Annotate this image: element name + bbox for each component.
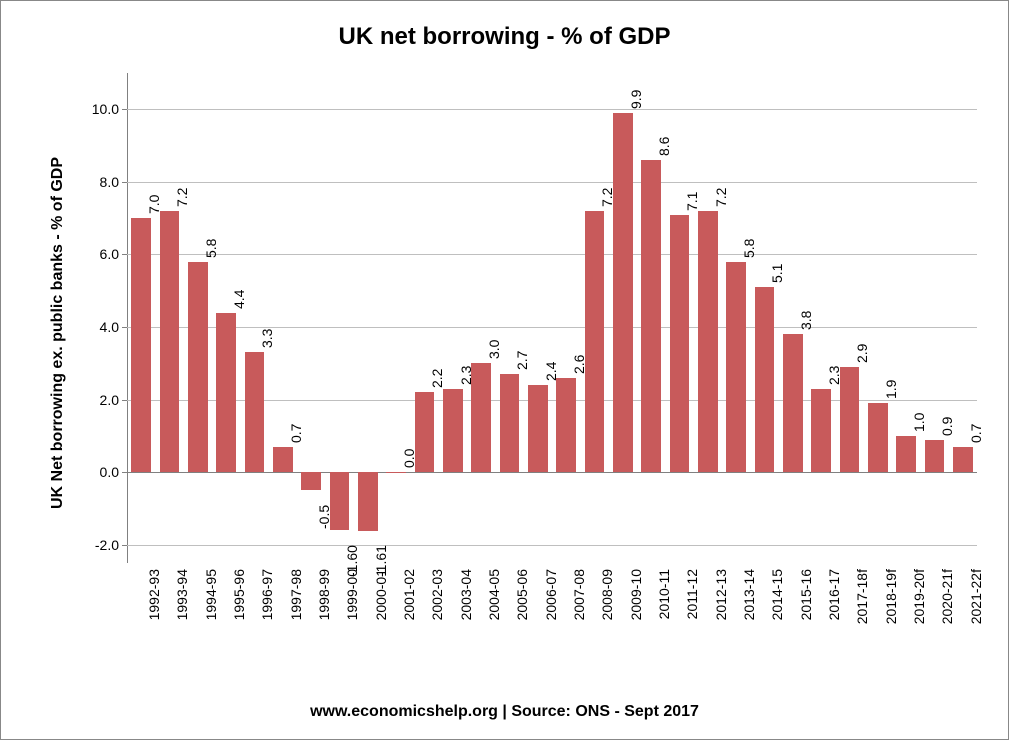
bar-value-label: 4.4	[231, 289, 247, 308]
y-axis-line	[127, 73, 128, 563]
bar-value-label: 5.1	[769, 264, 785, 283]
x-tick-label: 2006-07	[543, 569, 559, 620]
x-tick-label: 2010-11	[656, 569, 672, 619]
bar-value-label: 2.2	[429, 369, 445, 388]
bar	[811, 389, 831, 472]
bar	[585, 211, 605, 472]
bar-value-label: 8.6	[656, 137, 672, 156]
bar	[755, 287, 775, 472]
bar-value-label: 0.7	[288, 423, 304, 442]
bar	[528, 385, 548, 472]
x-tick-label: 1996-97	[259, 569, 275, 620]
bar	[613, 113, 633, 472]
x-tick-label: 1997-98	[288, 569, 304, 620]
bar	[358, 472, 378, 530]
x-tick-label: 1999-00	[344, 569, 360, 620]
bar-value-label: 7.2	[174, 187, 190, 206]
x-tick-label: 2018-19f	[883, 569, 899, 624]
bar	[783, 334, 803, 472]
bar-value-label: 7.2	[713, 187, 729, 206]
gridline	[127, 327, 977, 328]
x-tick-label: 2000-01	[373, 569, 389, 620]
bar	[273, 447, 293, 472]
x-tick-label: 2012-13	[713, 569, 729, 620]
plot-area: -2.00.02.04.06.08.010.07.01992-937.21993…	[127, 73, 977, 563]
x-tick-label: 2005-06	[514, 569, 530, 620]
bar-value-label: 0.7	[968, 423, 984, 442]
bar	[160, 211, 180, 472]
y-tick-label: 0.0	[100, 464, 127, 480]
y-tick-label: 4.0	[100, 319, 127, 335]
x-tick-label: 2020-21f	[939, 569, 955, 624]
y-tick-label: 2.0	[100, 392, 127, 408]
bar	[670, 215, 690, 473]
x-tick-label: 2008-09	[599, 569, 615, 620]
bar-value-label: 9.9	[628, 89, 644, 108]
bar	[726, 262, 746, 473]
y-tick-label: 10.0	[92, 101, 127, 117]
bar-value-label: 5.8	[741, 238, 757, 257]
x-tick-label: 2009-10	[628, 569, 644, 620]
x-tick-label: 2002-03	[429, 569, 445, 620]
bar	[471, 363, 491, 472]
bar	[131, 218, 151, 472]
bar	[953, 447, 973, 472]
bar	[330, 472, 350, 530]
x-tick-label: 2007-08	[571, 569, 587, 620]
bar	[556, 378, 576, 472]
x-tick-label: 1993-94	[174, 569, 190, 620]
y-tick-label: 6.0	[100, 246, 127, 262]
y-tick-label: -2.0	[95, 537, 127, 553]
chart-frame: UK net borrowing - % of GDP UK Net borro…	[0, 0, 1009, 740]
bar-value-label: 3.8	[798, 311, 814, 330]
gridline	[127, 254, 977, 255]
x-tick-label: 1992-93	[146, 569, 162, 620]
gridline	[127, 545, 977, 546]
bar	[415, 392, 435, 472]
bar	[188, 262, 208, 473]
bar-value-label: 0.9	[939, 416, 955, 435]
x-axis-label: www.economicshelp.org | Source: ONS - Se…	[1, 703, 1008, 721]
bar	[868, 403, 888, 472]
x-tick-label: 1995-96	[231, 569, 247, 620]
x-tick-label: 2015-16	[798, 569, 814, 620]
x-tick-label: 2003-04	[458, 569, 474, 620]
bar	[840, 367, 860, 472]
y-tick-label: 8.0	[100, 174, 127, 190]
bar	[386, 472, 406, 473]
bar	[500, 374, 520, 472]
bar	[698, 211, 718, 472]
x-tick-label: 1998-99	[316, 569, 332, 620]
bar	[443, 389, 463, 472]
zero-line	[127, 472, 977, 473]
x-tick-label: 2019-20f	[911, 569, 927, 624]
x-tick-label: 2011-12	[684, 569, 700, 619]
bar-value-label: 2.9	[854, 344, 870, 363]
x-tick-label: 2014-15	[769, 569, 785, 620]
x-tick-label: 2021-22f	[968, 569, 984, 624]
x-tick-label: 1994-95	[203, 569, 219, 620]
bar	[896, 436, 916, 472]
y-axis-label: UK Net borrowing ex. public banks - % of…	[49, 157, 67, 509]
x-tick-label: 2013-14	[741, 569, 757, 620]
gridline	[127, 109, 977, 110]
x-tick-label: 2016-17	[826, 569, 842, 620]
bar	[245, 352, 265, 472]
bar	[925, 440, 945, 473]
bar-value-label: 5.8	[203, 238, 219, 257]
x-tick-label: 2001-02	[401, 569, 417, 620]
bar	[216, 313, 236, 473]
gridline	[127, 182, 977, 183]
bar-value-label: 1.0	[911, 412, 927, 431]
bar-value-label: 2.7	[514, 351, 530, 370]
x-tick-label: 2017-18f	[854, 569, 870, 624]
bar	[641, 160, 661, 472]
x-tick-label: 2004-05	[486, 569, 502, 620]
bar-value-label: 3.3	[259, 329, 275, 348]
bar-value-label: 1.9	[883, 380, 899, 399]
bar-value-label: 7.1	[684, 191, 700, 210]
chart-title: UK net borrowing - % of GDP	[1, 23, 1008, 51]
bar-value-label: 3.0	[486, 340, 502, 359]
bar	[301, 472, 321, 490]
